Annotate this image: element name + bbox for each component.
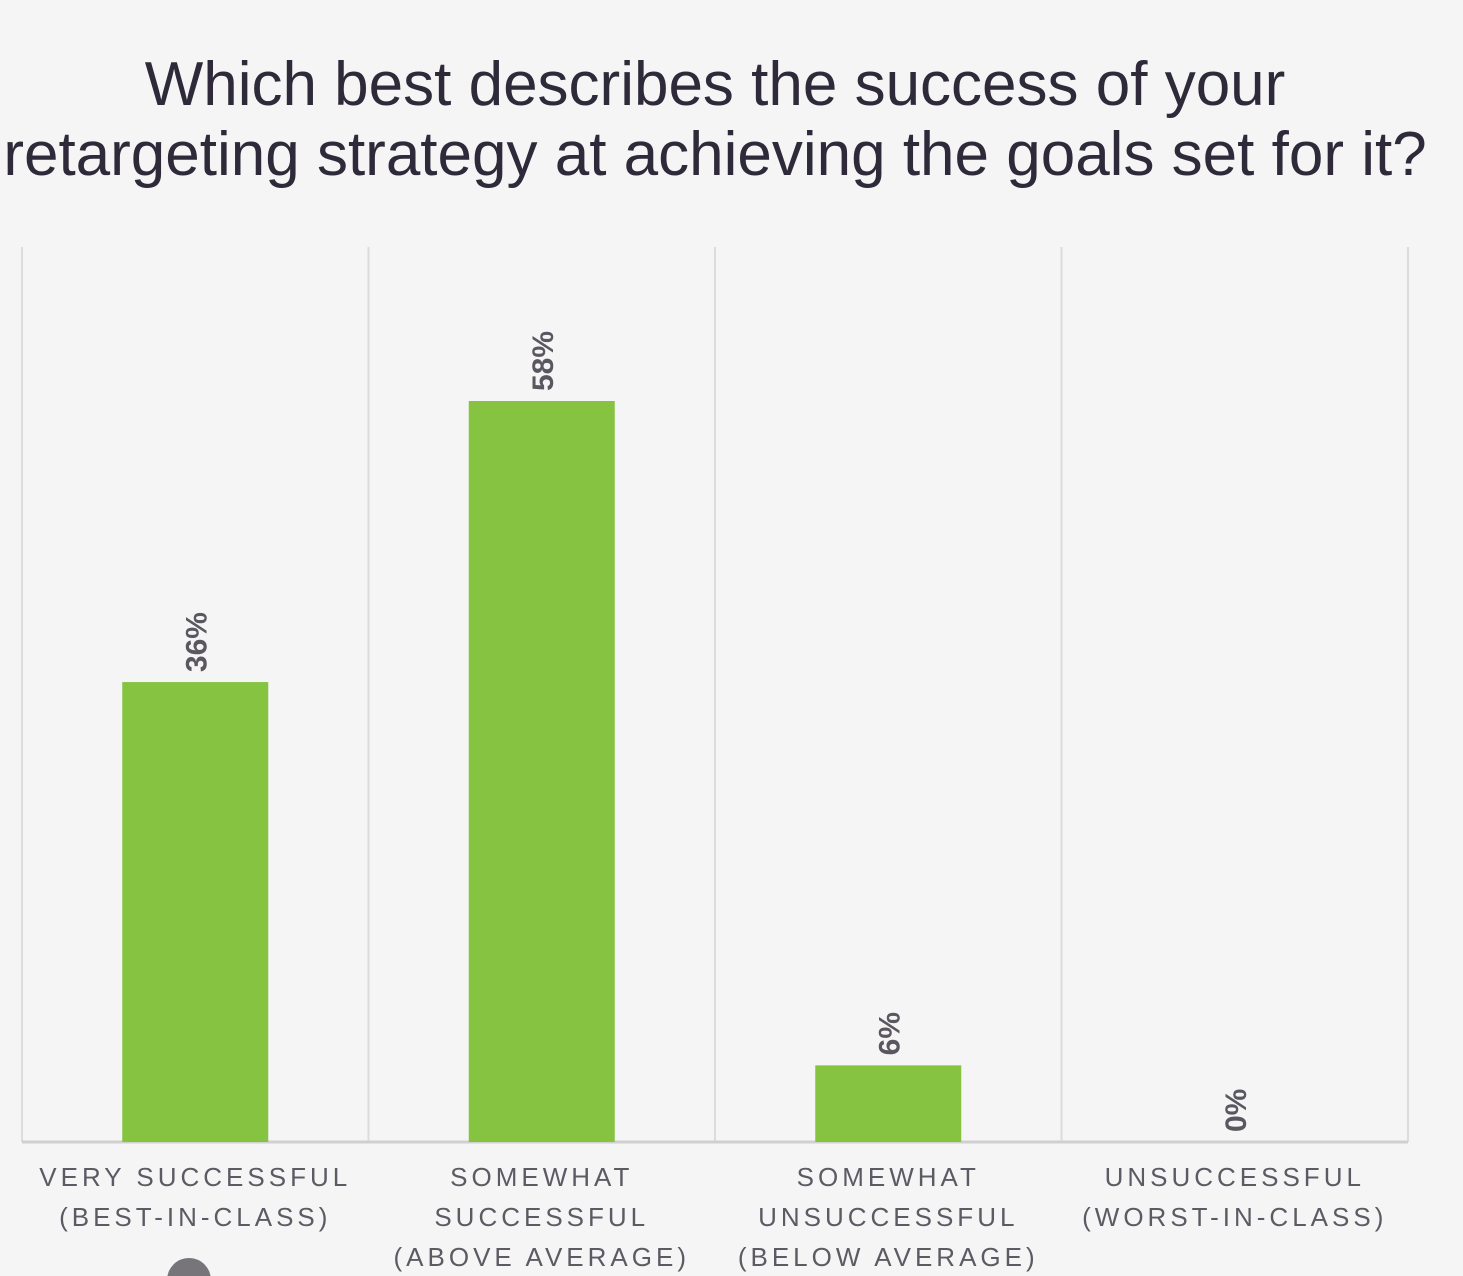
page-indicator-dot[interactable] bbox=[167, 1258, 211, 1276]
bar-value-label: 58% bbox=[527, 331, 560, 391]
category-label: (ABOVE AVERAGE) bbox=[394, 1242, 690, 1272]
category-label: SOMEWHAT bbox=[450, 1162, 633, 1192]
category-label: UNSUCCESSFUL bbox=[1105, 1162, 1365, 1192]
bar-value-label: 36% bbox=[180, 612, 213, 672]
category-label: (WORST-IN-CLASS) bbox=[1082, 1202, 1387, 1232]
bar bbox=[468, 401, 615, 1142]
chart-title-line-2: retargeting strategy at achieving the go… bbox=[3, 120, 1427, 189]
chart-title-line-1: Which best describes the success of your bbox=[144, 50, 1286, 119]
bar bbox=[122, 682, 269, 1142]
category-label: UNSUCCESSFUL bbox=[758, 1202, 1018, 1232]
category-label: SUCCESSFUL bbox=[434, 1202, 649, 1232]
category-label: VERY SUCCESSFUL bbox=[39, 1162, 351, 1192]
category-label: SOMEWHAT bbox=[797, 1162, 980, 1192]
bar-value-label: 0% bbox=[1220, 1089, 1253, 1132]
chart-title: Which best describes the success of your… bbox=[0, 50, 1430, 190]
category-label: (BELOW AVERAGE) bbox=[738, 1242, 1039, 1272]
bar bbox=[815, 1065, 962, 1142]
bar-value-label: 6% bbox=[873, 1012, 906, 1055]
category-label: (BEST-IN-CLASS) bbox=[59, 1202, 331, 1232]
